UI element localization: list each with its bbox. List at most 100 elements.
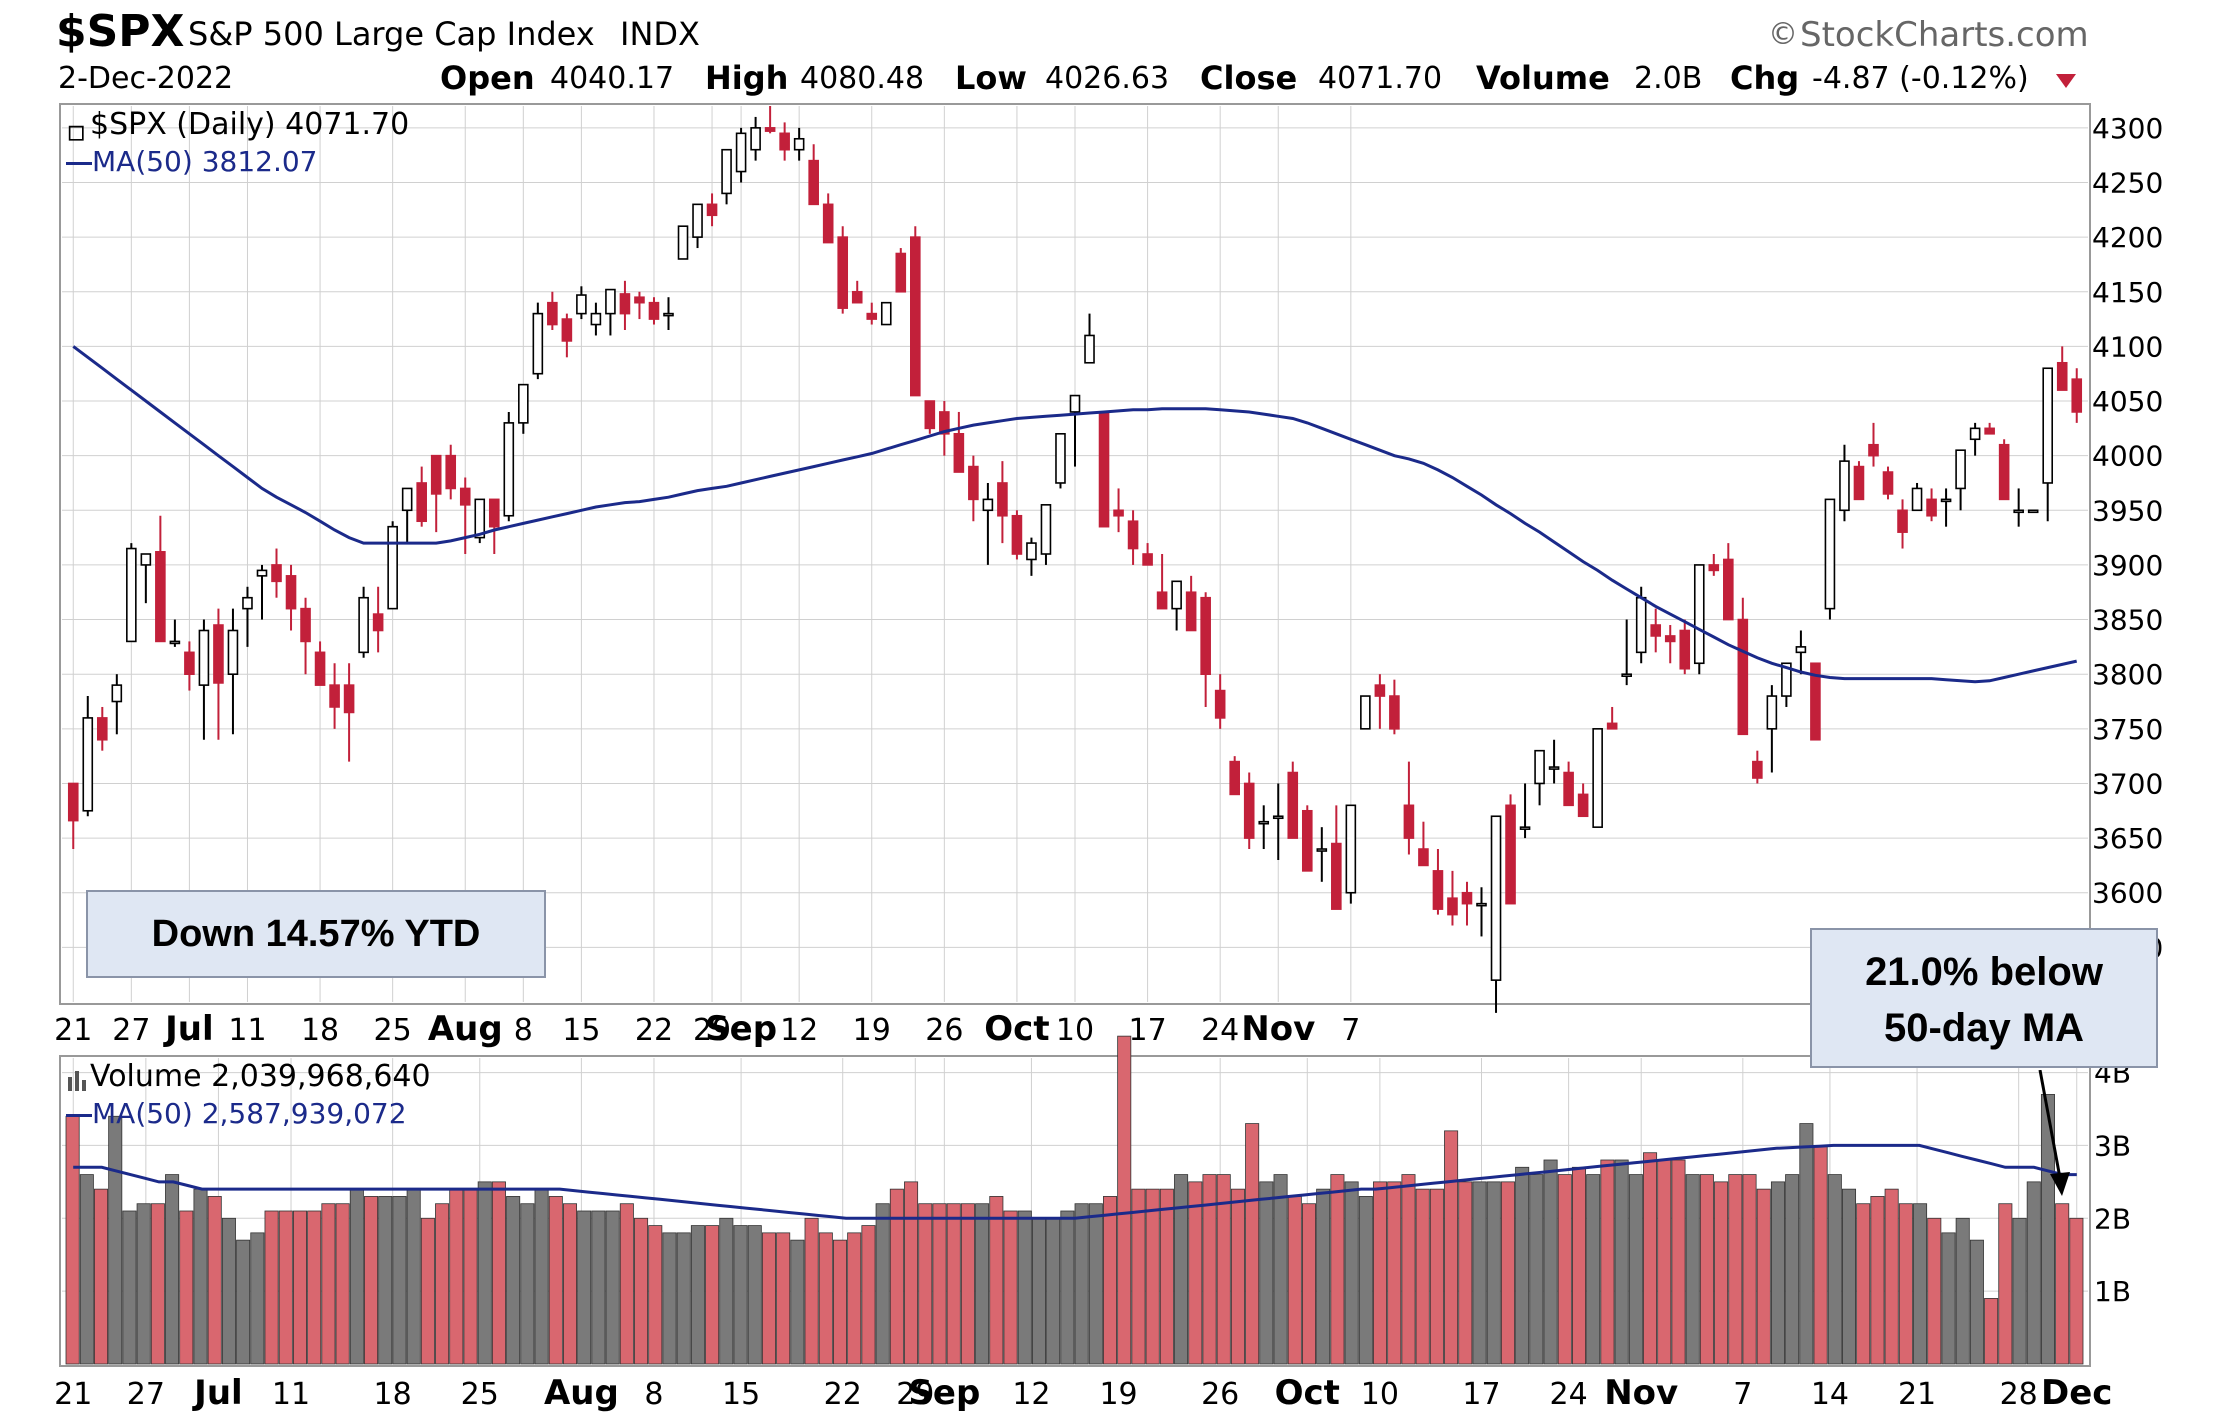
volume-ma-polyline bbox=[73, 1143, 2077, 1220]
price-legend: ▫ $SPX (Daily) 4071.70 bbox=[66, 110, 409, 147]
candle-body bbox=[372, 613, 384, 632]
volume-bar bbox=[705, 1225, 720, 1365]
candle-body bbox=[982, 498, 994, 512]
volume-bar bbox=[1827, 1174, 1842, 1365]
volume-bar bbox=[619, 1203, 634, 1365]
volume-bar bbox=[1813, 1145, 1828, 1365]
volume-bar bbox=[122, 1210, 137, 1365]
candle-body bbox=[126, 547, 137, 643]
x-tick-label: 8 bbox=[514, 1013, 533, 1048]
candle-body bbox=[1621, 673, 1632, 677]
volume-bar bbox=[1785, 1174, 1800, 1365]
volume-x-tick-label: Aug bbox=[544, 1373, 619, 1413]
volume-bar bbox=[1117, 1035, 1132, 1365]
candle-body bbox=[1098, 411, 1110, 528]
volume-bar bbox=[1060, 1210, 1075, 1365]
candle-body bbox=[2056, 361, 2068, 391]
candle-body bbox=[547, 301, 558, 326]
volume-x-tick-label: 28 bbox=[2000, 1377, 2038, 1412]
candle-body bbox=[227, 629, 239, 675]
volume-bar bbox=[1429, 1188, 1444, 1365]
volume-x-tick-label: Nov bbox=[1604, 1373, 1678, 1413]
volume-bar bbox=[1586, 1174, 1601, 1365]
candle-body bbox=[1824, 498, 1836, 610]
volume-bar bbox=[1088, 1203, 1103, 1365]
volume-bars bbox=[65, 1035, 2084, 1365]
volume-bar bbox=[1387, 1181, 1402, 1365]
volume-bar bbox=[1330, 1174, 1345, 1365]
candle-body bbox=[851, 290, 863, 304]
volume-bar bbox=[179, 1210, 194, 1365]
candle-body bbox=[1418, 848, 1429, 867]
price-ma-polyline bbox=[72, 345, 2078, 684]
volume-bar bbox=[818, 1232, 833, 1365]
x-tick-label: Oct bbox=[984, 1009, 1049, 1049]
candle-body bbox=[648, 301, 660, 320]
candle-body bbox=[1795, 646, 1807, 654]
candle-body bbox=[300, 607, 311, 643]
volume-bar bbox=[833, 1239, 848, 1365]
candle-body bbox=[1229, 760, 1240, 796]
price-legend-ma: MA(50) 3812.07 bbox=[66, 148, 317, 176]
candle-body bbox=[1984, 427, 1995, 435]
candle-body bbox=[1156, 591, 1168, 610]
candle-body bbox=[1171, 580, 1182, 610]
volume-bar bbox=[1230, 1188, 1245, 1365]
candle-body bbox=[445, 454, 457, 490]
candle-body bbox=[1040, 504, 1052, 555]
volume-bar bbox=[918, 1203, 933, 1365]
candle-body bbox=[968, 465, 979, 501]
volume-legend-icon bbox=[66, 1067, 90, 1091]
volume-legend-ma-text: MA(50) 2,587,939,072 bbox=[92, 1097, 407, 1130]
brand-copyright-icon: © bbox=[1768, 17, 1798, 52]
candle-body bbox=[1316, 848, 1328, 852]
volume-bar bbox=[747, 1225, 762, 1365]
change-value: -4.87 (-0.12%) bbox=[1812, 61, 2029, 96]
candle-body bbox=[1911, 487, 1923, 512]
volume-bar bbox=[605, 1210, 620, 1365]
volume-bar bbox=[1003, 1210, 1018, 1365]
candle-body bbox=[271, 564, 282, 583]
volume-bar bbox=[1856, 1203, 1871, 1365]
volume-bar bbox=[989, 1196, 1004, 1365]
candle-body bbox=[387, 525, 398, 610]
price-y-axis: 3550360036503700375038003850390039504000… bbox=[2092, 112, 2163, 965]
candle-body bbox=[1650, 624, 1662, 637]
candle-body bbox=[169, 640, 181, 645]
candle-body bbox=[910, 236, 921, 397]
candle-body bbox=[96, 717, 108, 741]
volume-bar bbox=[1600, 1159, 1615, 1365]
volume-bar bbox=[1643, 1152, 1658, 1365]
candle-body bbox=[895, 252, 907, 293]
volume-bar bbox=[2069, 1217, 2084, 1365]
candle-body bbox=[2071, 378, 2083, 413]
chart-date: 2-Dec-2022 bbox=[58, 61, 234, 96]
candle-body bbox=[155, 551, 166, 643]
volume-bar bbox=[335, 1203, 350, 1365]
candle-body bbox=[256, 569, 268, 577]
volume-x-tick-label: 27 bbox=[127, 1377, 165, 1412]
candle-body bbox=[1926, 498, 1937, 517]
candle-body bbox=[808, 159, 819, 206]
volume-bar bbox=[1472, 1181, 1487, 1365]
price-legend-ma-text: MA(50) 3812.07 bbox=[92, 145, 318, 178]
high-value: 4080.48 bbox=[800, 61, 925, 96]
volume-bar bbox=[577, 1210, 592, 1365]
candle-body bbox=[1998, 443, 2010, 501]
volume-bar bbox=[1884, 1188, 1899, 1365]
volume-x-tick-label: 7 bbox=[1733, 1377, 1752, 1412]
ma-gap-annotation: 21.0% below 50-day MA bbox=[1810, 928, 2158, 1068]
candle-body bbox=[1389, 695, 1400, 730]
candle-body bbox=[2042, 367, 2054, 484]
candle-body bbox=[735, 132, 747, 173]
candle-body bbox=[1505, 804, 1516, 905]
volume-bar bbox=[406, 1188, 421, 1365]
change-label: Chg bbox=[1730, 59, 1800, 97]
volume-bar bbox=[1927, 1217, 1942, 1365]
volume-bar bbox=[534, 1188, 549, 1365]
open-label: Open bbox=[440, 59, 535, 97]
candle-body bbox=[518, 383, 529, 424]
volume-bar bbox=[1628, 1174, 1643, 1365]
candle-body bbox=[880, 301, 892, 326]
candle-body bbox=[1737, 618, 1749, 736]
